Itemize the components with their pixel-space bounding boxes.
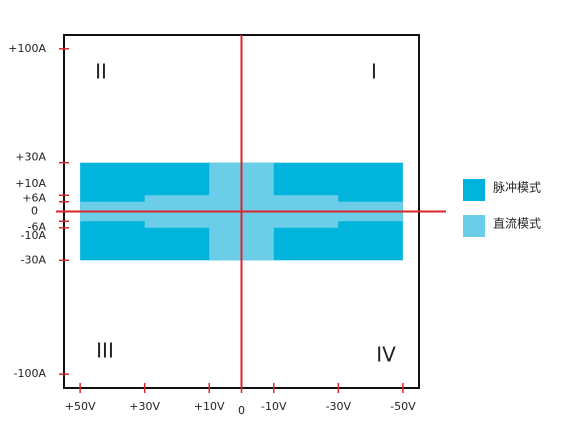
x-tick-label: +30V (129, 400, 160, 413)
quadrant-label: II (95, 60, 107, 84)
x-tick-label: -10V (261, 400, 287, 413)
y-tick-label: -30A (21, 253, 47, 266)
x-tick-label: 0 (238, 404, 245, 417)
x-tick-label: +10V (194, 400, 225, 413)
legend-label: 脉冲模式 (493, 180, 541, 195)
quadrant-label: IV (376, 343, 396, 367)
quadrant-label: III (96, 339, 114, 363)
y-tick-label: +10A (15, 177, 46, 190)
x-tick-label: -30V (326, 400, 352, 413)
quadrant-label: I (371, 60, 377, 84)
legend-label: 直流模式 (493, 217, 541, 231)
y-tick-label: +30A (15, 151, 46, 164)
x-tick-label: -50V (390, 400, 416, 413)
y-tick-label: +6A (22, 192, 46, 205)
y-tick-label: -100A (14, 367, 47, 380)
y-tick-label: -10A (21, 229, 47, 242)
y-tick-label: -6A (28, 220, 47, 233)
y-tick-label: 0 (31, 205, 38, 218)
legend-swatch (463, 215, 485, 237)
x-tick-label: +50V (65, 400, 96, 413)
legend-swatch (463, 179, 485, 201)
y-tick-label: +100A (8, 42, 46, 55)
